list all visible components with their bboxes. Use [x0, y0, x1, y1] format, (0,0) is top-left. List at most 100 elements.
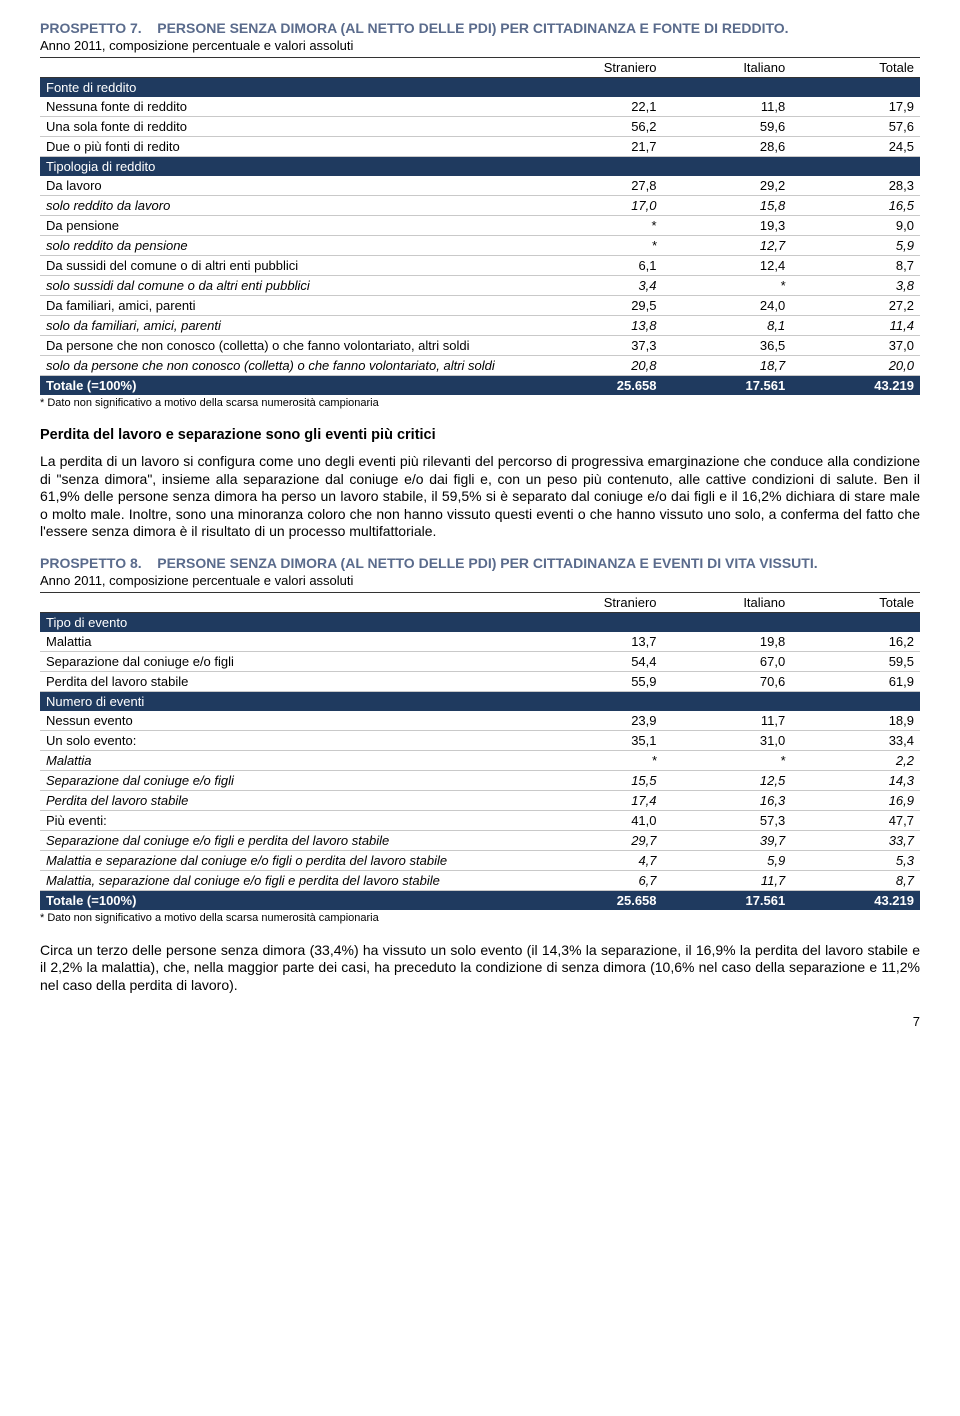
- row-value: 31,0: [663, 730, 792, 750]
- row-value: *: [534, 750, 663, 770]
- table-row: solo reddito da lavoro17,015,816,5: [40, 196, 920, 216]
- row-label: Malattia: [40, 632, 534, 652]
- prospetto7-prefix: PROSPETTO 7.: [40, 20, 142, 36]
- row-value: 11,4: [791, 316, 920, 336]
- row-value: 4,7: [534, 850, 663, 870]
- row-value: 56,2: [534, 117, 663, 137]
- col-straniero: Straniero: [534, 592, 663, 612]
- row-label: Due o più fonti di redito: [40, 137, 534, 157]
- prospetto7-text: PERSONE SENZA DIMORA (AL NETTO DELLE PDI…: [157, 20, 788, 36]
- row-value: 15,8: [663, 196, 792, 216]
- total-value: 43.219: [791, 890, 920, 910]
- row-value: 18,7: [663, 356, 792, 376]
- row-label: Da sussidi del comune o di altri enti pu…: [40, 256, 534, 276]
- row-value: 27,8: [534, 176, 663, 196]
- row-value: *: [534, 236, 663, 256]
- row-value: 17,0: [534, 196, 663, 216]
- row-value: 12,4: [663, 256, 792, 276]
- row-value: 8,1: [663, 316, 792, 336]
- row-value: *: [663, 276, 792, 296]
- table-row: Malattia**2,2: [40, 750, 920, 770]
- row-label: Da lavoro: [40, 176, 534, 196]
- row-value: 15,5: [534, 770, 663, 790]
- row-label: Da pensione: [40, 216, 534, 236]
- row-value: 3,8: [791, 276, 920, 296]
- total-label: Totale (=100%): [40, 376, 534, 396]
- col-italiano: Italiano: [663, 592, 792, 612]
- row-value: 24,5: [791, 137, 920, 157]
- row-value: 36,5: [663, 336, 792, 356]
- row-value: 3,4: [534, 276, 663, 296]
- row-value: 37,3: [534, 336, 663, 356]
- row-value: 6,1: [534, 256, 663, 276]
- table-row: solo sussidi dal comune o da altri enti …: [40, 276, 920, 296]
- prospetto7-table: Straniero Italiano Totale Fonte di reddi…: [40, 57, 920, 395]
- section-header-cell: Fonte di reddito: [40, 78, 920, 98]
- row-label: Nessun evento: [40, 711, 534, 731]
- row-value: 67,0: [663, 651, 792, 671]
- section-header-row: Numero di eventi: [40, 691, 920, 711]
- total-label: Totale (=100%): [40, 890, 534, 910]
- row-value: 16,9: [791, 790, 920, 810]
- row-value: 54,4: [534, 651, 663, 671]
- row-value: 41,0: [534, 810, 663, 830]
- row-value: 35,1: [534, 730, 663, 750]
- table-row: Nessuna fonte di reddito22,111,817,9: [40, 97, 920, 117]
- row-value: 17,4: [534, 790, 663, 810]
- col-blank: [40, 592, 534, 612]
- row-label: Un solo evento:: [40, 730, 534, 750]
- row-value: 6,7: [534, 870, 663, 890]
- row-label: Separazione dal coniuge e/o figli: [40, 770, 534, 790]
- prospetto7-header-row: Straniero Italiano Totale: [40, 58, 920, 78]
- table-row: Da familiari, amici, parenti29,524,027,2: [40, 296, 920, 316]
- prospetto8-header-row: Straniero Italiano Totale: [40, 592, 920, 612]
- row-value: 13,7: [534, 632, 663, 652]
- row-value: 12,7: [663, 236, 792, 256]
- row-value: 5,9: [663, 850, 792, 870]
- row-label: Nessuna fonte di reddito: [40, 97, 534, 117]
- row-value: 20,0: [791, 356, 920, 376]
- total-value: 43.219: [791, 376, 920, 396]
- row-value: 20,8: [534, 356, 663, 376]
- row-value: 59,6: [663, 117, 792, 137]
- page-number: 7: [40, 1014, 920, 1029]
- col-totale: Totale: [791, 58, 920, 78]
- row-label: Da familiari, amici, parenti: [40, 296, 534, 316]
- row-value: 13,8: [534, 316, 663, 336]
- prospetto7-title: PROSPETTO 7. PERSONE SENZA DIMORA (AL NE…: [40, 20, 920, 36]
- row-value: 33,7: [791, 830, 920, 850]
- row-label: Perdita del lavoro stabile: [40, 790, 534, 810]
- table-row: Separazione dal coniuge e/o figli15,512,…: [40, 770, 920, 790]
- table-row: Da pensione*19,39,0: [40, 216, 920, 236]
- row-label: Malattia e separazione dal coniuge e/o f…: [40, 850, 534, 870]
- row-label: Separazione dal coniuge e/o figli e perd…: [40, 830, 534, 850]
- paragraph-2: Circa un terzo delle persone senza dimor…: [40, 942, 920, 995]
- col-totale: Totale: [791, 592, 920, 612]
- row-value: 17,9: [791, 97, 920, 117]
- row-value: 8,7: [791, 256, 920, 276]
- row-value: 11,8: [663, 97, 792, 117]
- row-value: 29,2: [663, 176, 792, 196]
- section-header-cell: Tipologia di reddito: [40, 157, 920, 177]
- row-value: 14,3: [791, 770, 920, 790]
- table-row: Malattia e separazione dal coniuge e/o f…: [40, 850, 920, 870]
- row-value: 61,9: [791, 671, 920, 691]
- row-value: 5,3: [791, 850, 920, 870]
- prospetto8-title: PROSPETTO 8. PERSONE SENZA DIMORA (AL NE…: [40, 555, 920, 571]
- table-row: Più eventi:41,057,347,7: [40, 810, 920, 830]
- table-row: Una sola fonte di reddito56,259,657,6: [40, 117, 920, 137]
- row-value: 28,3: [791, 176, 920, 196]
- row-value: 47,7: [791, 810, 920, 830]
- row-value: 12,5: [663, 770, 792, 790]
- row-value: 11,7: [663, 711, 792, 731]
- row-value: 39,7: [663, 830, 792, 850]
- row-value: 19,8: [663, 632, 792, 652]
- table-row: Malattia13,719,816,2: [40, 632, 920, 652]
- row-label: Più eventi:: [40, 810, 534, 830]
- col-italiano: Italiano: [663, 58, 792, 78]
- table-row: Perdita del lavoro stabile17,416,316,9: [40, 790, 920, 810]
- prospetto8-text: PERSONE SENZA DIMORA (AL NETTO DELLE PDI…: [157, 555, 817, 571]
- row-value: 8,7: [791, 870, 920, 890]
- row-label: solo sussidi dal comune o da altri enti …: [40, 276, 534, 296]
- table-row: Da sussidi del comune o di altri enti pu…: [40, 256, 920, 276]
